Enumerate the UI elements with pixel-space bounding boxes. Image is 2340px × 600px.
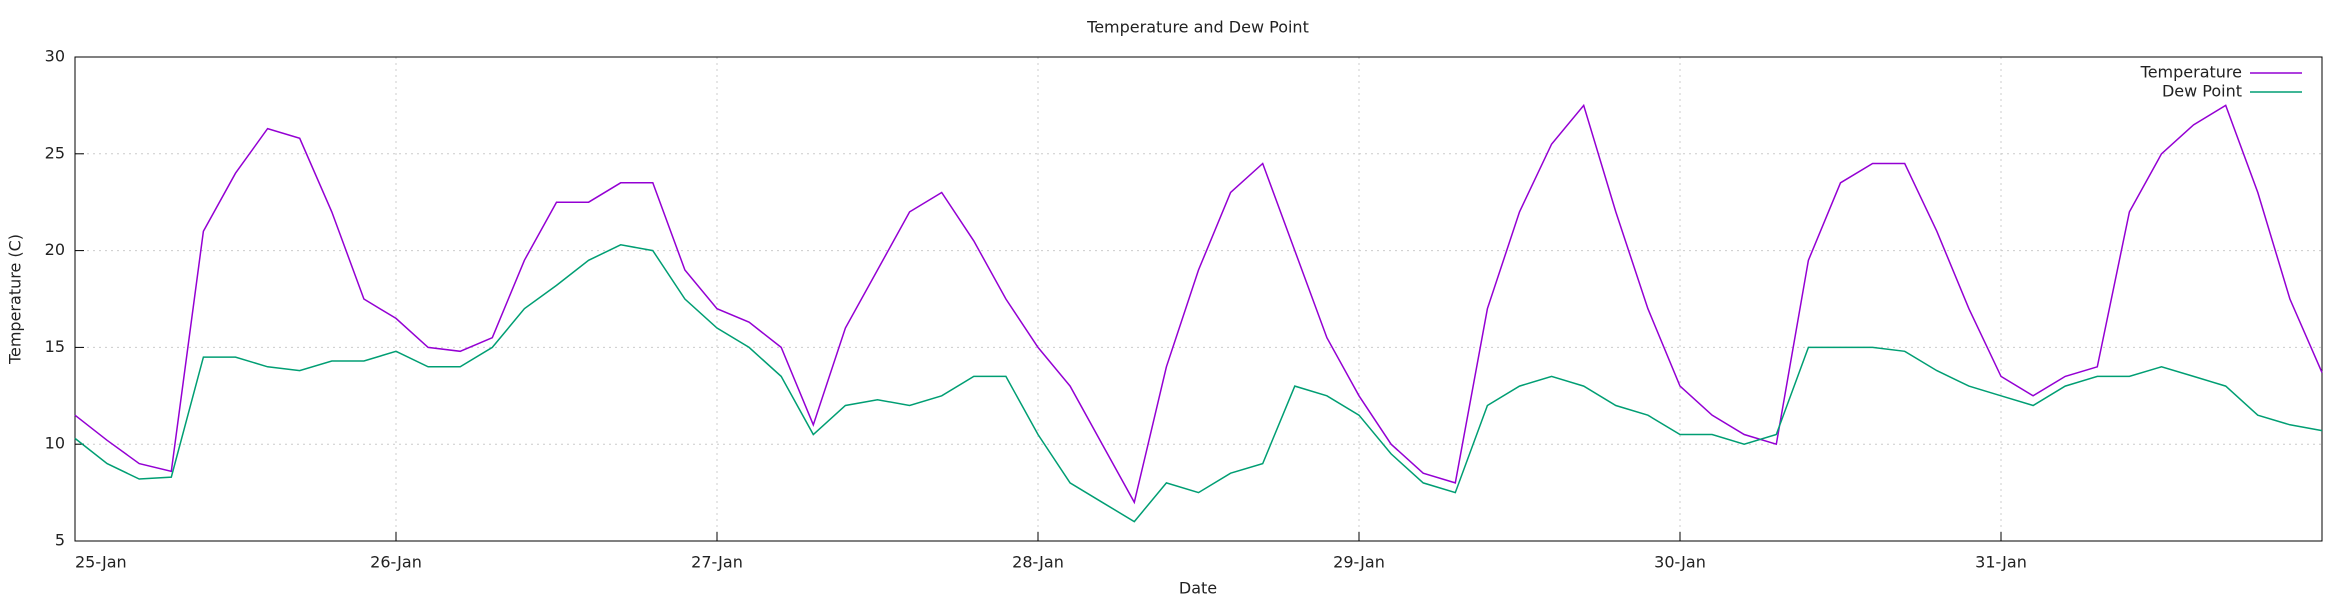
x-tick-label: 29-Jan [1333,553,1385,572]
y-tick-label: 10 [45,434,65,453]
x-tick-label: 26-Jan [370,553,422,572]
x-tick-label: 31-Jan [1975,553,2027,572]
legend-label: Temperature [2140,63,2242,82]
x-tick-label: 30-Jan [1654,553,1706,572]
data-line [74,103,2323,505]
plot-frame [74,56,2323,542]
legend-label: Dew Point [2162,82,2242,101]
y-tick-label: 30 [45,47,65,66]
x-tick-label: 28-Jan [1012,553,1064,572]
y-tick-label: 15 [45,337,65,356]
y-tick-label: 25 [45,143,65,162]
x-tick-label: 25-Jan [75,553,127,572]
y-tick-label: 20 [45,240,65,259]
chart-title: Temperature and Dew Point [1086,18,1309,37]
x-tick-label: 27-Jan [691,553,743,572]
data-line [74,244,2323,523]
y-axis-label: Temperature (C) [6,234,25,365]
x-axis-label: Date [1179,579,1217,598]
y-tick-label: 5 [55,531,65,550]
